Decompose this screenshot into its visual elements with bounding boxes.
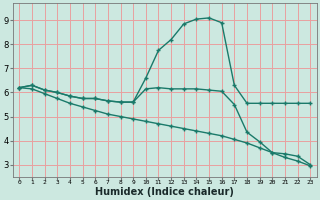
X-axis label: Humidex (Indice chaleur): Humidex (Indice chaleur) xyxy=(95,187,234,197)
